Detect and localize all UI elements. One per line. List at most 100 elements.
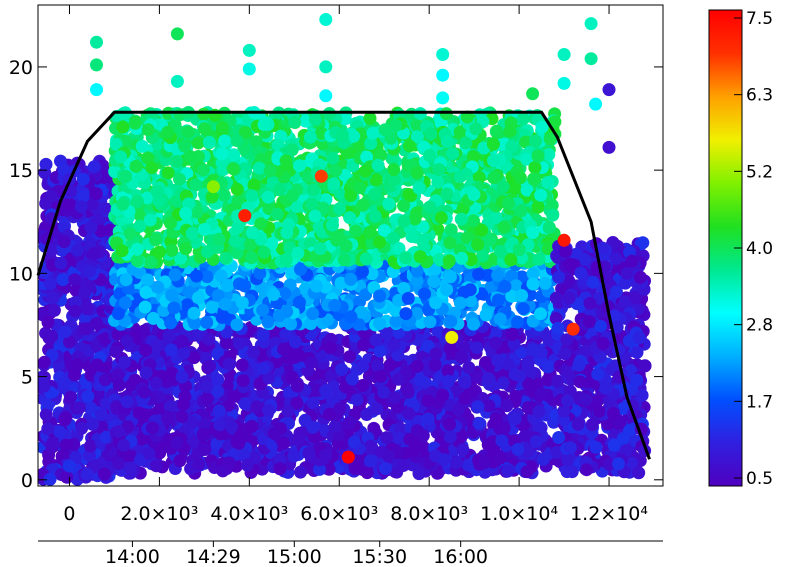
scatter-point bbox=[112, 378, 126, 392]
scatter-point bbox=[97, 467, 111, 481]
scatter-point bbox=[441, 374, 455, 388]
scatter-point bbox=[294, 465, 307, 479]
scatter-point bbox=[85, 197, 99, 211]
scatter-point bbox=[80, 302, 94, 316]
scatter-point bbox=[114, 150, 128, 164]
scatter-point bbox=[261, 190, 275, 204]
scatter-point bbox=[440, 283, 454, 297]
scatter-point bbox=[245, 419, 259, 433]
scatter-point bbox=[454, 350, 468, 364]
scatter-point bbox=[396, 459, 410, 472]
scatter-point bbox=[200, 380, 214, 394]
scatter-point bbox=[310, 279, 323, 293]
scatter-point bbox=[333, 202, 346, 216]
scatter-point bbox=[227, 148, 241, 162]
scatter-point bbox=[503, 124, 517, 138]
scatter-point bbox=[293, 159, 306, 173]
scatter-point bbox=[210, 437, 224, 451]
scatter-point bbox=[363, 226, 376, 240]
scatter-point bbox=[429, 347, 443, 361]
scatter-point bbox=[78, 285, 92, 299]
scatter-point bbox=[529, 134, 543, 148]
scatter-point bbox=[197, 418, 211, 432]
scatter-point bbox=[431, 175, 445, 189]
scatter-point bbox=[212, 232, 226, 246]
scatter-point bbox=[391, 372, 405, 386]
scatter-point bbox=[313, 242, 327, 256]
scatter-point bbox=[443, 236, 457, 250]
scatter-point bbox=[471, 238, 485, 251]
scatter-point bbox=[238, 279, 252, 293]
scatter-point bbox=[487, 154, 500, 168]
scatter-point bbox=[397, 214, 411, 228]
scatter-point bbox=[211, 373, 225, 387]
scatter-point bbox=[190, 269, 203, 283]
scatter-point bbox=[139, 366, 153, 380]
scatter-point bbox=[462, 361, 476, 375]
scatter-point bbox=[421, 412, 435, 426]
scatter-point bbox=[458, 392, 472, 406]
scatter-point bbox=[471, 370, 485, 384]
scatter-point bbox=[399, 307, 413, 321]
scatter-point bbox=[327, 177, 341, 191]
scatter-point bbox=[546, 208, 560, 222]
scatter-point bbox=[456, 443, 470, 457]
scatter-point bbox=[222, 357, 236, 371]
scatter-point bbox=[117, 438, 130, 452]
scatter-point bbox=[337, 253, 351, 267]
scatter-point bbox=[459, 136, 473, 150]
scatter-point bbox=[222, 456, 236, 470]
scatter-point bbox=[149, 459, 163, 473]
scatter-point bbox=[267, 288, 281, 301]
scatter-point bbox=[387, 391, 401, 405]
scatter-point bbox=[410, 359, 424, 373]
scatter-point bbox=[79, 322, 93, 336]
scatter-point bbox=[373, 289, 386, 303]
scatter-point bbox=[443, 417, 456, 431]
scatter-point bbox=[57, 376, 71, 390]
scatter-point bbox=[68, 273, 82, 287]
scatter-point bbox=[356, 359, 370, 373]
scatter-point bbox=[501, 464, 515, 478]
scatter-point bbox=[493, 451, 507, 465]
scatter-point bbox=[250, 400, 264, 414]
scatter-point bbox=[120, 448, 134, 462]
scatter-point bbox=[58, 325, 72, 339]
scatter-point bbox=[489, 336, 502, 350]
scatter-point bbox=[191, 136, 205, 150]
scatter-point bbox=[84, 401, 98, 415]
scatter-point bbox=[144, 255, 158, 269]
scatter-point bbox=[120, 395, 134, 409]
scatter-point bbox=[491, 354, 505, 368]
scatter-point bbox=[501, 357, 515, 371]
scatter-point bbox=[152, 245, 166, 259]
scatter-point bbox=[478, 455, 491, 469]
scatter-point bbox=[170, 436, 184, 450]
scatter-point bbox=[467, 188, 481, 202]
scatter-point bbox=[153, 446, 167, 460]
scatter-point bbox=[371, 158, 385, 172]
scatter-point bbox=[161, 166, 175, 180]
scatter-point bbox=[139, 343, 153, 357]
scatter-point bbox=[257, 361, 271, 375]
scatter-point bbox=[214, 269, 228, 283]
scatter-point bbox=[528, 161, 542, 175]
scatter-point bbox=[424, 127, 438, 141]
scatter-point bbox=[401, 291, 415, 305]
scatter-point bbox=[76, 172, 90, 186]
scatter-point bbox=[80, 467, 94, 481]
scatter-point bbox=[198, 443, 212, 456]
scatter-point bbox=[87, 160, 101, 174]
scatter-point bbox=[490, 124, 504, 138]
scatter-point bbox=[391, 348, 405, 362]
scatter-point bbox=[187, 351, 201, 365]
scatter-point bbox=[64, 390, 77, 404]
scatter-point bbox=[522, 377, 536, 391]
scatter-point bbox=[520, 465, 534, 479]
scatter-point bbox=[469, 122, 483, 136]
scatter-point bbox=[178, 139, 192, 153]
scatter-point bbox=[119, 170, 133, 183]
scatter-point bbox=[427, 275, 441, 288]
scatter-point bbox=[357, 338, 370, 352]
scatter-point bbox=[149, 376, 163, 390]
